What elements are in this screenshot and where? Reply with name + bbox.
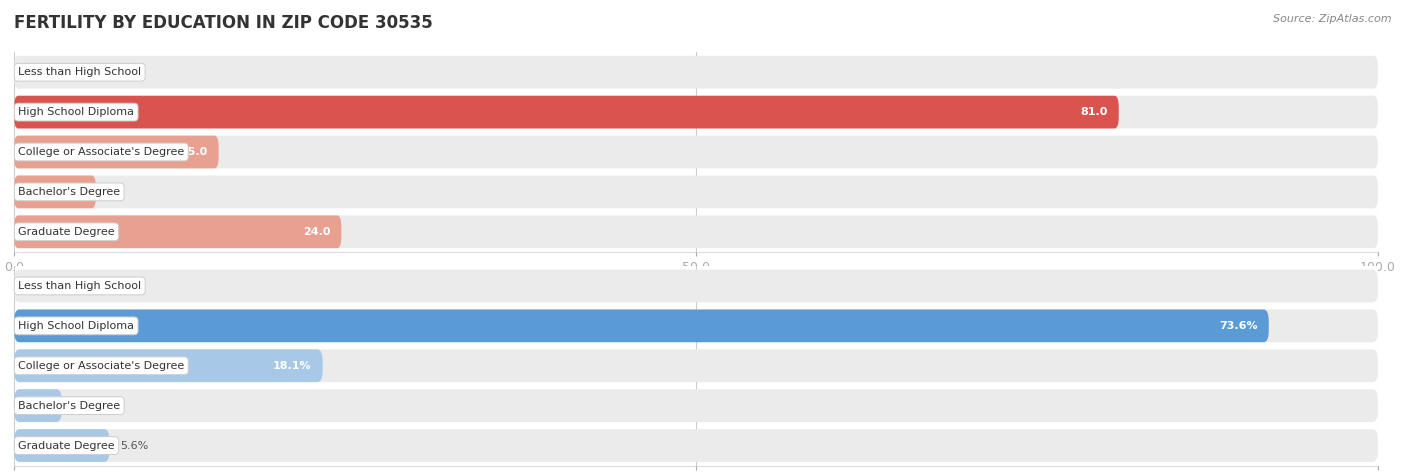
Text: 73.6%: 73.6%: [1219, 321, 1258, 331]
FancyBboxPatch shape: [14, 216, 1378, 248]
FancyBboxPatch shape: [14, 350, 322, 382]
Text: FERTILITY BY EDUCATION IN ZIP CODE 30535: FERTILITY BY EDUCATION IN ZIP CODE 30535: [14, 14, 433, 32]
FancyBboxPatch shape: [14, 310, 1268, 342]
Text: College or Associate's Degree: College or Associate's Degree: [18, 361, 184, 371]
FancyBboxPatch shape: [14, 429, 110, 462]
Text: Bachelor's Degree: Bachelor's Degree: [18, 187, 121, 197]
Text: Graduate Degree: Graduate Degree: [18, 440, 115, 451]
FancyBboxPatch shape: [14, 310, 1378, 342]
Text: Bachelor's Degree: Bachelor's Degree: [18, 400, 121, 411]
FancyBboxPatch shape: [14, 390, 62, 422]
Text: College or Associate's Degree: College or Associate's Degree: [18, 147, 184, 157]
Text: 6.0: 6.0: [107, 187, 124, 197]
FancyBboxPatch shape: [14, 350, 1378, 382]
FancyBboxPatch shape: [14, 216, 342, 248]
Text: 81.0: 81.0: [1080, 107, 1108, 117]
FancyBboxPatch shape: [14, 429, 1378, 462]
FancyBboxPatch shape: [14, 96, 1119, 128]
Text: Less than High School: Less than High School: [18, 281, 141, 291]
FancyBboxPatch shape: [14, 176, 1378, 208]
FancyBboxPatch shape: [14, 136, 1378, 168]
Text: Less than High School: Less than High School: [18, 67, 141, 77]
FancyBboxPatch shape: [14, 270, 1378, 302]
Text: Source: ZipAtlas.com: Source: ZipAtlas.com: [1274, 14, 1392, 24]
FancyBboxPatch shape: [14, 176, 96, 208]
Text: High School Diploma: High School Diploma: [18, 107, 134, 117]
FancyBboxPatch shape: [14, 136, 219, 168]
FancyBboxPatch shape: [14, 96, 1378, 128]
Text: 18.1%: 18.1%: [273, 361, 312, 371]
Text: 2.8%: 2.8%: [73, 400, 101, 411]
Text: 15.0: 15.0: [180, 147, 208, 157]
FancyBboxPatch shape: [14, 56, 1378, 88]
Text: Graduate Degree: Graduate Degree: [18, 227, 115, 237]
FancyBboxPatch shape: [14, 390, 1378, 422]
Text: 5.6%: 5.6%: [121, 440, 149, 451]
Text: 24.0: 24.0: [302, 227, 330, 237]
Text: High School Diploma: High School Diploma: [18, 321, 134, 331]
Text: 0.0%: 0.0%: [25, 281, 53, 291]
Text: 0.0: 0.0: [25, 67, 42, 77]
